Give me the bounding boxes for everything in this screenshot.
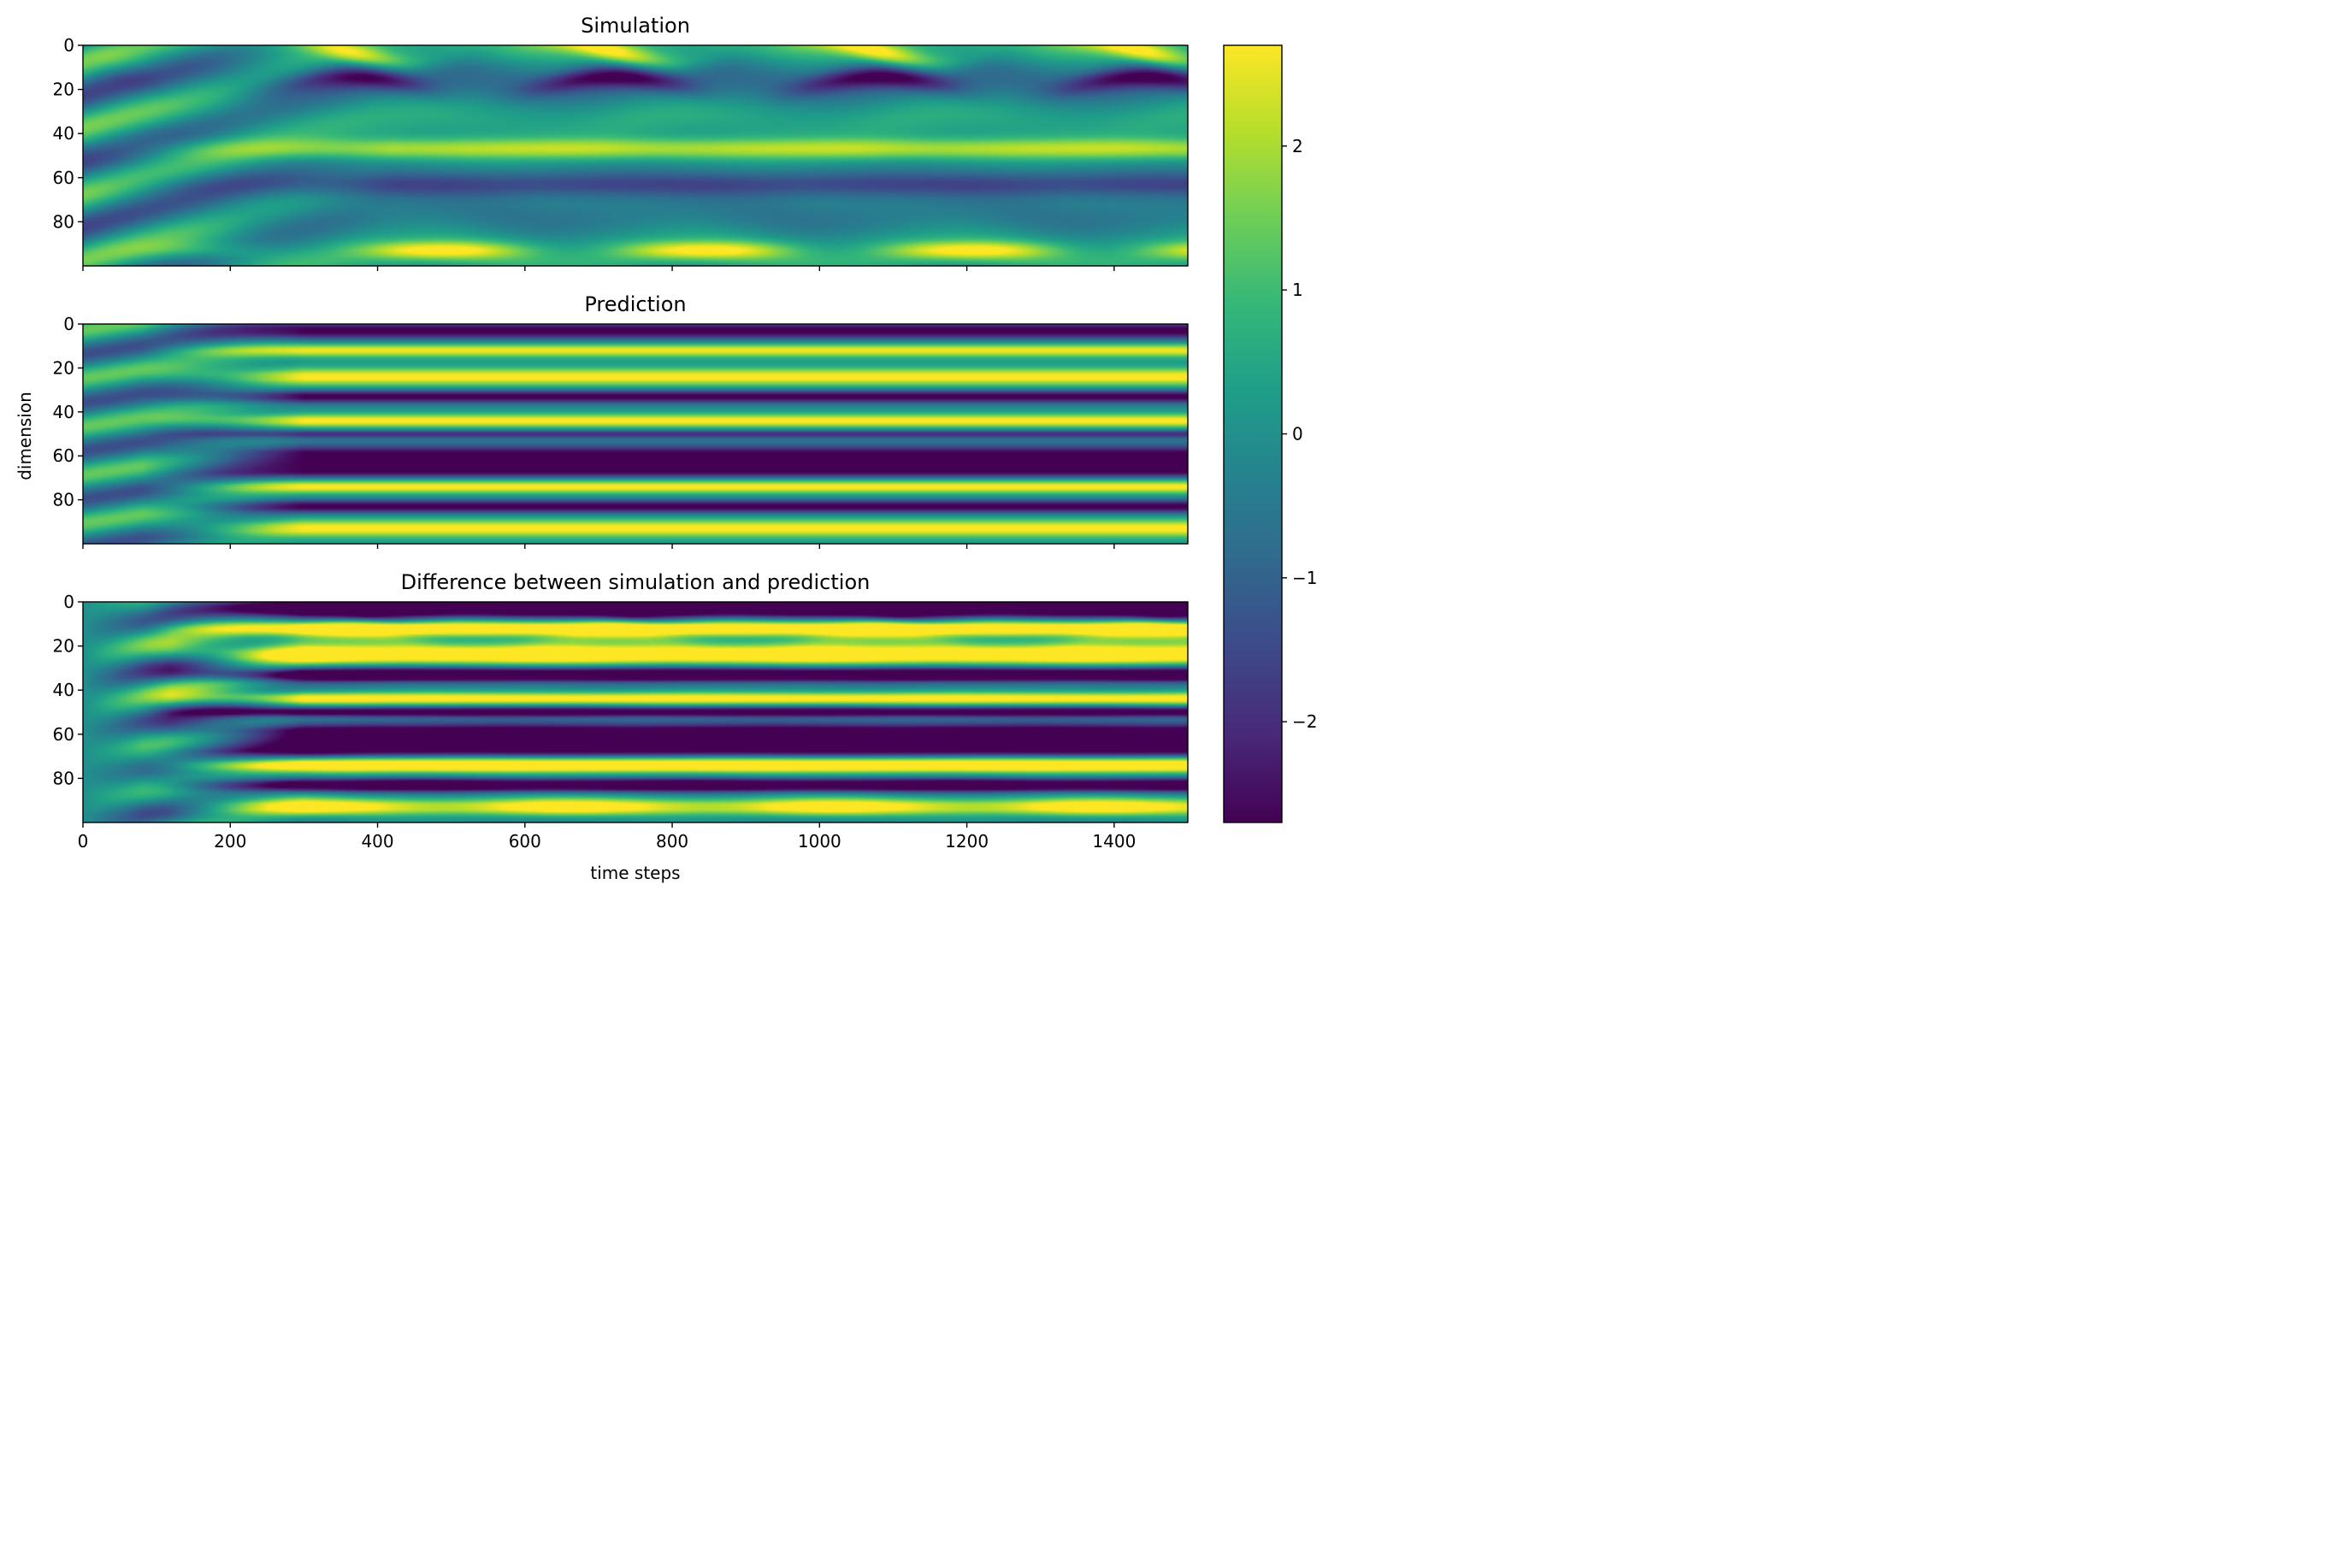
- y-axis: 0 20 40 60 80: [53, 592, 83, 788]
- panel-title: Prediction: [584, 292, 686, 316]
- x-axis: [82, 266, 1115, 271]
- x-tick-label: 600: [509, 831, 541, 852]
- x-tick-label: 1200: [945, 831, 989, 852]
- y-tick-label: 60: [53, 168, 74, 188]
- y-axis: 0 20 40 60 80: [53, 314, 83, 510]
- panel-simulation: Simulation 0 20 40 60 80: [53, 14, 1189, 271]
- y-axis-label: dimension: [15, 392, 35, 480]
- y-tick-label: 20: [53, 636, 74, 657]
- y-tick-label: 0: [63, 314, 74, 334]
- colorbar-tick-label: −1: [1292, 568, 1317, 588]
- colorbar-tick-label: −2: [1292, 711, 1317, 732]
- x-tick-label: 400: [361, 831, 393, 852]
- y-tick-label: 80: [53, 768, 74, 788]
- colorbar-fill: [1224, 45, 1282, 822]
- x-tick-label: 1000: [798, 831, 841, 852]
- y-tick-label: 40: [53, 402, 74, 422]
- panel-title: Simulation: [581, 14, 690, 38]
- heatmap-image: [83, 602, 1188, 822]
- y-tick-label: 80: [53, 490, 74, 510]
- colorbar-ticks: 2 1 0 −1 −2: [1282, 136, 1317, 732]
- colorbar-tick-label: 2: [1292, 136, 1303, 156]
- axes-frame: [82, 323, 1189, 545]
- heatmap-image: [83, 45, 1188, 266]
- x-axis-label: time steps: [590, 863, 680, 883]
- y-tick-label: 40: [53, 123, 74, 144]
- y-axis: 0 20 40 60 80: [53, 35, 83, 232]
- y-tick-label: 0: [63, 592, 74, 612]
- y-tick-label: 0: [63, 35, 74, 56]
- colorbar-tick-label: 0: [1292, 424, 1303, 445]
- x-tick-label: 0: [78, 831, 89, 852]
- axes-frame: [82, 44, 1189, 267]
- colorbar-tick-label: 1: [1292, 280, 1303, 300]
- panel-prediction: Prediction 0 20 40 60 80 dimension: [15, 292, 1189, 549]
- y-tick-label: 40: [53, 680, 74, 700]
- panel-difference: Difference between simulation and predic…: [53, 570, 1189, 883]
- x-axis: 0 200 400 600 800 1000 1200 1400: [78, 822, 1136, 852]
- heatmap-image: [83, 324, 1188, 544]
- x-tick-label: 200: [214, 831, 246, 852]
- y-tick-label: 60: [53, 445, 74, 466]
- y-tick-label: 20: [53, 80, 74, 100]
- y-tick-label: 80: [53, 211, 74, 232]
- colorbar: 2 1 0 −1 −2: [1223, 44, 1317, 823]
- x-tick-label: 1400: [1092, 831, 1136, 852]
- axes-frame: [82, 601, 1189, 823]
- y-tick-label: 20: [53, 357, 74, 378]
- x-axis: [82, 544, 1115, 549]
- x-tick-label: 800: [656, 831, 688, 852]
- y-tick-label: 60: [53, 724, 74, 745]
- panel-title: Difference between simulation and predic…: [401, 570, 871, 594]
